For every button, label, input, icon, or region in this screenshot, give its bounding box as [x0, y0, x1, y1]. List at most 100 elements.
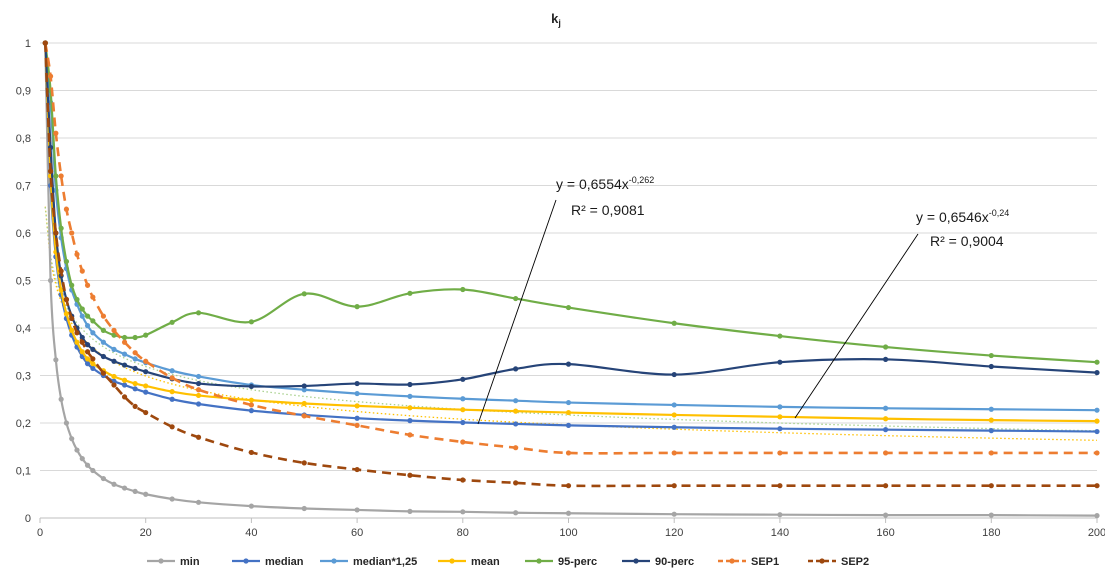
equation-exponent: -0,24	[989, 208, 1010, 218]
data-point	[513, 366, 519, 372]
series-line-median	[44, 42, 1098, 433]
x-tick-label: 40	[245, 527, 257, 539]
data-point	[777, 426, 783, 432]
data-point	[132, 386, 138, 392]
data-point	[90, 294, 96, 300]
data-point	[248, 449, 254, 456]
data-point	[132, 334, 138, 341]
series-line-sep1	[43, 42, 1097, 455]
axes: 0 0,1 0,2 0,3 0,4 0,5 0,6 0,7 0,8 0,9 1 0 20 40 60 80 10…	[16, 38, 1105, 539]
data-point	[169, 375, 175, 381]
data-point	[883, 356, 889, 362]
data-point	[111, 481, 117, 487]
data-point	[84, 349, 91, 355]
data-point	[42, 40, 48, 46]
data-point	[407, 432, 413, 438]
data-point	[1094, 513, 1100, 519]
data-point	[248, 402, 254, 408]
data-point	[121, 351, 128, 357]
data-point	[671, 320, 677, 326]
data-point	[460, 407, 466, 413]
data-point	[53, 357, 59, 363]
x-tick-label: 200	[1088, 527, 1105, 539]
data-point	[84, 313, 91, 319]
data-point	[90, 318, 96, 324]
data-point	[671, 511, 677, 517]
data-point	[195, 434, 202, 440]
data-point	[143, 409, 149, 416]
data-point	[1094, 370, 1100, 376]
data-point	[132, 350, 138, 356]
y-tick-label: 0,6	[16, 228, 31, 240]
data-point	[777, 414, 783, 420]
data-point	[100, 370, 107, 376]
y-tick-label: 0,7	[16, 181, 31, 193]
data-point	[195, 401, 202, 407]
data-point	[1094, 359, 1100, 365]
data-point	[100, 313, 107, 319]
data-point	[169, 496, 175, 502]
data-point	[100, 353, 107, 360]
legend-label: median*1,25	[353, 556, 417, 568]
data-point	[883, 416, 889, 422]
data-point	[513, 295, 519, 302]
data-point	[460, 376, 466, 382]
data-point	[301, 291, 307, 297]
data-point	[132, 365, 138, 371]
data-point	[47, 73, 54, 79]
data-point	[111, 358, 117, 364]
data-point	[195, 373, 202, 380]
data-point	[354, 380, 360, 387]
data-point	[63, 420, 70, 426]
trendline-r-squared: R² = 0,9081	[571, 202, 645, 218]
equation-exponent: -0,262	[629, 175, 655, 185]
data-point	[988, 363, 994, 370]
data-point	[143, 369, 149, 375]
data-point	[988, 406, 994, 412]
legend-marker	[331, 558, 337, 564]
data-point	[121, 377, 128, 383]
data-point	[90, 365, 96, 371]
data-point	[513, 445, 519, 451]
data-point	[121, 382, 128, 388]
x-tick-label: 180	[982, 527, 1000, 539]
legend-marker	[633, 558, 639, 564]
data-point	[90, 356, 96, 362]
gridlines	[40, 42, 1097, 471]
data-point	[777, 450, 783, 456]
data-point	[143, 358, 149, 364]
data-point	[79, 306, 85, 312]
data-point	[84, 356, 91, 362]
data-point	[407, 508, 413, 514]
series-lines	[42, 40, 1100, 519]
data-point	[565, 510, 572, 516]
data-point	[565, 422, 572, 428]
data-point	[565, 483, 572, 489]
data-point	[407, 405, 413, 411]
x-tick-label: 0	[37, 527, 43, 539]
series-line-sep2	[43, 42, 1097, 488]
x-tick-label: 20	[140, 527, 152, 539]
data-point	[63, 296, 70, 303]
data-point	[777, 404, 783, 410]
data-point	[74, 330, 80, 336]
y-tick-label: 0,5	[16, 276, 31, 288]
data-point	[69, 315, 75, 322]
y-tick-label: 0,3	[16, 371, 31, 383]
data-point	[79, 339, 85, 345]
data-point	[195, 380, 202, 387]
data-point	[84, 361, 91, 367]
data-point	[132, 380, 138, 387]
data-point	[121, 339, 128, 345]
data-point	[195, 392, 202, 399]
data-point	[777, 512, 783, 518]
legend-label: 95-perc	[558, 556, 597, 568]
data-point	[143, 491, 149, 497]
legend-label: SEP1	[751, 556, 779, 568]
data-point	[460, 419, 466, 426]
y-tick-label: 1	[25, 38, 31, 50]
series-line-95-perc	[44, 42, 1098, 364]
data-point	[69, 436, 75, 442]
data-point	[407, 418, 413, 424]
data-point	[988, 417, 994, 423]
